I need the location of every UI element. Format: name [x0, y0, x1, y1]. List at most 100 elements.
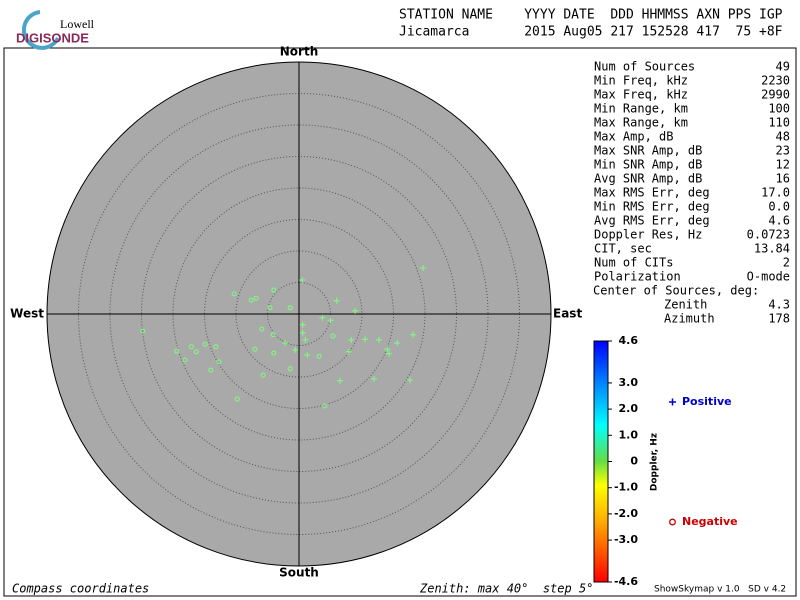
source-positive [406, 377, 413, 384]
stat-value: 23 [776, 144, 790, 158]
compass-label: East [553, 307, 582, 321]
stat-value: 48 [776, 130, 790, 144]
source-negative [248, 297, 254, 303]
stat-label: Min RMS Err, deg [594, 200, 710, 214]
stat-label: Min SNR Amp, dB [594, 158, 702, 172]
footer-middle: Zenith: max 40° step 5° [419, 582, 593, 596]
stat-label: Avg RMS Err, deg [594, 214, 710, 228]
source-positive [345, 348, 352, 355]
stat-value: 2230 [761, 74, 790, 88]
colorbar-tick-label: 3.0 [619, 376, 639, 389]
stat-label: Avg SNR Amp, dB [594, 172, 702, 186]
logo-bottom: DIGISONDE [16, 30, 89, 45]
source-positive [352, 307, 359, 314]
source-negative [193, 349, 199, 355]
stat-value: 100 [768, 102, 790, 116]
compass-label: South [279, 566, 319, 580]
source-negative [213, 344, 219, 350]
stat-label: Max SNR Amp, dB [594, 144, 702, 158]
source-positive [319, 314, 326, 321]
source-negative [231, 291, 237, 297]
colorbar-label: Doppler, Hz [650, 433, 660, 491]
source-positive [362, 336, 369, 343]
source-negative [287, 305, 293, 311]
source-negative [271, 350, 277, 356]
source-negative [330, 333, 336, 339]
stat-value: 16 [776, 172, 790, 186]
footer-left: Compass coordinates [12, 582, 149, 596]
source-negative [287, 366, 293, 372]
colorbar-tick-label: 4.6 [619, 334, 639, 347]
stat-value: 4.6 [768, 214, 790, 228]
source-positive [302, 336, 309, 343]
center-label: Zenith [664, 298, 707, 312]
stat-value: 2990 [761, 88, 790, 102]
source-positive [327, 317, 334, 324]
logo-swoosh [21, 10, 60, 50]
stat-label: Max Freq, kHz [594, 88, 688, 102]
stat-label: Doppler Res, Hz [594, 228, 702, 242]
source-positive [370, 375, 377, 382]
source-positive [282, 339, 289, 346]
source-negative [253, 295, 259, 301]
legend-symbol [669, 518, 676, 526]
colorbar-tick-label: 2.0 [619, 402, 639, 415]
colorbar-tick-label: -3.0 [614, 533, 638, 546]
stat-value: 17.0 [761, 186, 790, 200]
stat-label: CIT, sec [594, 242, 652, 256]
source-negative [271, 287, 277, 293]
stat-value: 0.0 [768, 200, 790, 214]
stat-label: Max Amp, dB [594, 130, 673, 144]
stat-value: 13.84 [754, 242, 790, 256]
source-positive [348, 336, 355, 343]
colorbar-tick-label: -4.6 [614, 575, 638, 588]
colorbar-tick-label: 1.0 [619, 428, 639, 441]
colorbar-tick-label: -1.0 [614, 481, 638, 494]
source-negative [188, 344, 194, 350]
center-value: 178 [768, 312, 790, 326]
source-negative [208, 367, 214, 373]
source-positive [384, 346, 391, 353]
source-negative [216, 359, 222, 365]
stat-label: Max RMS Err, deg [594, 186, 710, 200]
source-negative [140, 328, 146, 334]
source-positive [376, 336, 383, 343]
source-positive [292, 346, 299, 353]
source-positive [336, 377, 343, 384]
compass-label: West [10, 307, 44, 321]
footer-right: ShowSkymap v 1.0 SD v 4.2 [654, 585, 786, 595]
stat-value: 49 [776, 60, 790, 74]
stat-value: O-mode [747, 270, 790, 284]
colorbar [593, 340, 609, 583]
source-negative [259, 326, 265, 332]
source-negative [267, 305, 273, 311]
source-negative [322, 403, 328, 409]
logo-top: Lowell [60, 17, 95, 31]
source-negative [316, 353, 322, 359]
legend-label: Negative [682, 515, 738, 528]
source-negative [234, 396, 240, 402]
stat-value: 0.0723 [747, 228, 790, 242]
stat-label: Min Freq, kHz [594, 74, 688, 88]
source-positive [304, 351, 311, 358]
center-title: Center of Sources, deg: [593, 284, 759, 298]
source-positive [386, 350, 393, 357]
source-negative [174, 348, 180, 354]
legend-label: Positive [682, 395, 732, 408]
header-line: STATION NAME YYYY DATE DDD HHMMSS AXN PP… [399, 8, 783, 23]
source-negative [182, 357, 188, 363]
source-negative [260, 372, 266, 378]
stat-label: Polarization [594, 270, 681, 284]
header-line: Jicamarca 2015 Aug05 217 152528 417 75 +… [399, 25, 783, 40]
stat-label: Max Range, km [594, 116, 688, 130]
stat-value: 2 [783, 256, 790, 270]
colorbar-tick-label: 0 [630, 455, 638, 468]
stat-label: Min Range, km [594, 102, 688, 116]
stat-label: Num of Sources [594, 60, 695, 74]
source-positive [333, 297, 340, 304]
legend-symbol [669, 398, 676, 406]
source-negative [252, 346, 258, 352]
source-positive [299, 276, 306, 283]
center-value: 4.3 [768, 298, 790, 312]
source-positive [420, 265, 427, 272]
